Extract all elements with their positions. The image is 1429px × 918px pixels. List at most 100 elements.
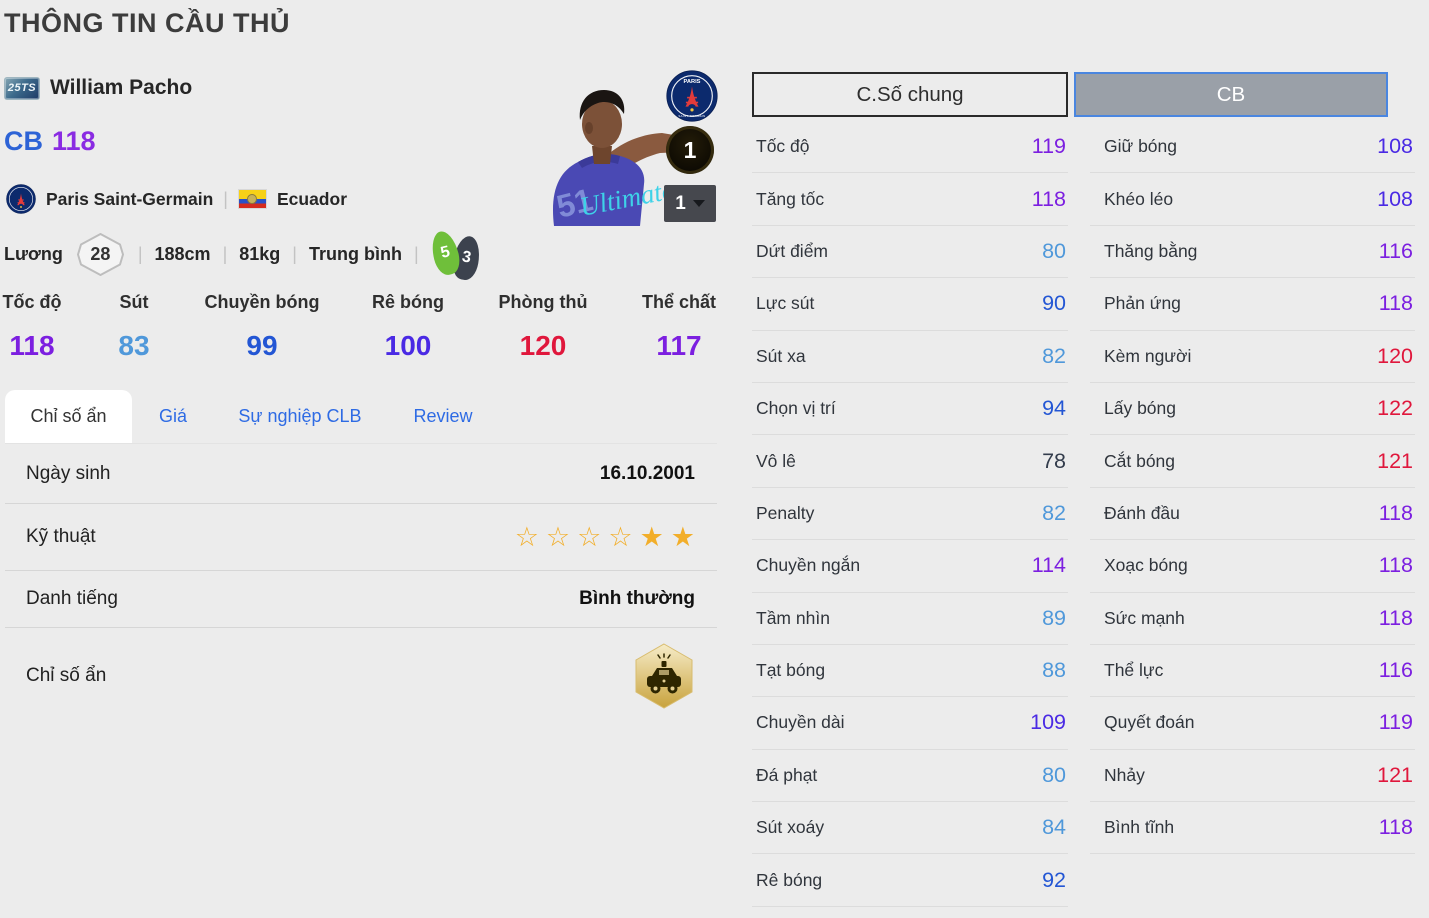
stat-value: 118	[1031, 186, 1066, 211]
summary-stat-label: Sút	[119, 292, 149, 312]
page-title: THÔNG TIN CẦU THỦ	[4, 8, 290, 38]
tab[interactable]: Chỉ số ẩn	[5, 390, 132, 443]
summary-stats: Tốc độ 118 Sút 83 Chuyền bóng 99 Rê bóng…	[0, 292, 725, 382]
grade-dropdown[interactable]: 1	[664, 185, 716, 222]
stat-row: Rê bóng 92	[752, 854, 1068, 907]
separator: |	[413, 243, 419, 264]
summary-stat: Tốc độ 118	[3, 292, 62, 362]
stat-label: Chọn vị trí	[756, 398, 836, 419]
stat-value: 80	[1042, 762, 1066, 787]
stat-row: Thể lực 116	[1090, 645, 1415, 698]
position-rating: CB 118	[4, 126, 96, 157]
stat-row: Thăng bằng 116	[1090, 226, 1415, 279]
nation-name: Ecuador	[276, 188, 348, 209]
stat-row: Bình tĩnh 118	[1090, 802, 1415, 855]
club-nation-row: Paris Saint-Germain | Ecuador	[6, 183, 347, 215]
stat-value: 92	[1042, 867, 1066, 892]
summary-stat-value: 117	[656, 330, 702, 361]
stat-label: Sức mạnh	[1104, 607, 1185, 628]
stat-label: Cắt bóng	[1104, 450, 1176, 471]
summary-stat-value: 120	[519, 330, 567, 361]
tab[interactable]: Giá	[158, 406, 188, 426]
club-logo-icon	[6, 184, 36, 214]
stat-row: Sức mạnh 118	[1090, 593, 1415, 645]
stat-label: Lực sút	[756, 293, 815, 314]
stat-row: Sút xoáy 84	[752, 802, 1068, 855]
stat-value: 118	[1378, 291, 1413, 316]
table-row: Ngày sinh 16.10.2001	[5, 444, 717, 504]
hidden-stats-table: Ngày sinh 16.10.2001 Kỹ thuật ☆ ☆ ☆ ☆ ★ ★ Dan…	[5, 443, 717, 724]
stat-value: 119	[1031, 134, 1066, 159]
summary-stat-label: Phòng thủ	[498, 292, 588, 312]
summary-stat: Chuyền bóng 99	[205, 292, 320, 362]
stat-label: Thăng bằng	[1104, 240, 1198, 261]
stat-label: Thể lực	[1104, 660, 1164, 681]
stat-label: Đánh đầu	[1104, 502, 1180, 523]
table-row: Danh tiếng Bình thường	[5, 571, 717, 628]
stat-value: 114	[1031, 553, 1066, 578]
stat-label: Lấy bóng	[1104, 398, 1177, 419]
star-icon: ☆	[514, 521, 539, 552]
stat-value: 88	[1042, 658, 1066, 683]
stat-row: Tốc độ 119	[752, 121, 1068, 174]
stat-row: Penalty 82	[752, 488, 1068, 541]
stat-value: 118	[1378, 500, 1413, 525]
crest-top-text: PARIS	[684, 79, 701, 85]
chevron-down-icon	[692, 200, 705, 207]
star-icon: ☆	[608, 521, 633, 552]
separator: |	[137, 243, 143, 264]
star-icon: ☆	[545, 521, 571, 552]
stat-row: Chọn vị trí 94	[752, 383, 1068, 436]
player-photo: 51 Ultimate	[553, 90, 694, 226]
body-type: Trung bình	[308, 243, 402, 264]
table-row: Kỹ thuật ☆ ☆ ☆ ☆ ★ ★	[5, 504, 717, 571]
stat-label: Nhảy	[1104, 764, 1145, 785]
stat-label: Tăng tốc	[756, 188, 825, 209]
stat-label: Sút xa	[756, 345, 806, 366]
stat-value: 118	[1378, 815, 1413, 840]
stat-label: Giữ bóng	[1104, 136, 1178, 157]
stat-value: 108	[1377, 134, 1413, 159]
salary-hexagon: 28	[76, 232, 124, 276]
stat-value: 122	[1377, 396, 1413, 421]
tab-position-stats[interactable]: CB	[1074, 72, 1388, 117]
stat-row: Chuyền ngắn 114	[752, 540, 1068, 593]
tab[interactable]: Review	[413, 406, 473, 426]
fame-label: Danh tiếng	[26, 588, 118, 609]
salary-label: Lương	[4, 243, 63, 264]
grade-badge: 1	[666, 126, 714, 174]
separator: |	[223, 188, 228, 209]
stat-label: Quyết đoán	[1104, 712, 1195, 733]
table-row: Chỉ số ẩn	[5, 628, 717, 724]
stat-row: Đá phạt 80	[752, 750, 1068, 803]
stat-row: Đánh đầu 118	[1090, 488, 1415, 541]
summary-stat: Thể chất 117	[642, 292, 716, 362]
stat-row: Khéo léo 108	[1090, 173, 1415, 226]
stat-label: Đá phạt	[756, 764, 818, 785]
tab-bar: Chỉ số ẩn Giá Sự nghiệp CLB Review	[0, 390, 720, 443]
stat-value: 109	[1030, 710, 1066, 735]
stat-row: Vô lê 78	[752, 435, 1068, 488]
stat-value: 89	[1042, 605, 1066, 630]
tab-general-stats[interactable]: C.Số chung	[752, 72, 1068, 117]
summary-stat-label: Rê bóng	[372, 292, 444, 312]
weight-value: 81kg	[239, 243, 281, 264]
stat-row: Xoạc bóng 118	[1090, 540, 1415, 593]
stat-value: 108	[1377, 186, 1413, 211]
stat-label: Kèm người	[1104, 345, 1192, 366]
police-car-hex-badge-icon[interactable]	[633, 643, 695, 709]
stat-value: 82	[1042, 343, 1066, 368]
stat-label: Vô lê	[756, 450, 796, 471]
stat-label: Tạt bóng	[756, 660, 826, 681]
stat-row: Chuyền dài 109	[752, 697, 1068, 750]
separator: |	[292, 243, 297, 264]
summary-stat-label: Chuyền bóng	[204, 292, 320, 312]
stat-value: 118	[1378, 553, 1413, 578]
tab[interactable]: Sự nghiệp CLB	[238, 406, 362, 426]
foot-rating: 5 3	[427, 228, 489, 282]
club-crest-icon: PARIS SAINT-GERMAIN	[666, 70, 718, 122]
stat-label: Chuyền ngắn	[756, 555, 861, 576]
stat-label: Tầm nhìn	[756, 607, 830, 628]
grade-dropdown-value: 1	[675, 192, 686, 214]
summary-stat-value: 83	[118, 330, 150, 361]
